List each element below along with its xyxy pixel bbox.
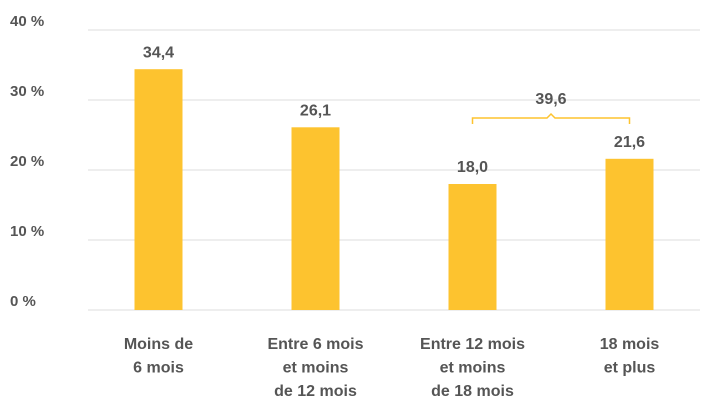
y-tick-label: 10 % — [10, 223, 44, 240]
value-label: 34,4 — [143, 44, 174, 61]
bar — [605, 158, 654, 310]
x-tick-label-line: de 18 mois — [431, 383, 514, 400]
y-tick-label: 40 % — [10, 13, 44, 30]
bracket — [471, 112, 631, 124]
x-tick-label-line: Moins de — [124, 336, 193, 353]
x-tick-label: 18 mois et plus — [600, 336, 660, 377]
x-tick-label-line: et moins — [283, 360, 349, 377]
bar — [134, 69, 183, 310]
x-tick-label-line: 18 mois — [600, 336, 660, 353]
x-tick-label-line: Entre 12 mois — [420, 336, 525, 353]
y-tick-label: 0 % — [10, 293, 36, 310]
y-tick-label: 20 % — [10, 153, 44, 170]
bar — [291, 127, 340, 310]
x-tick-label-line: et plus — [604, 360, 656, 377]
x-tick-label-line: 6 mois — [133, 360, 184, 377]
x-tick-label: Entre 6 mois et moins de 12 mois — [267, 336, 363, 400]
x-tick-label-line: de 12 mois — [274, 383, 357, 400]
x-tick-label-line: et moins — [440, 360, 506, 377]
x-tick-label: Moins de 6 mois — [124, 336, 193, 377]
value-label: 26,1 — [300, 103, 331, 120]
bracket-label: 39,6 — [535, 91, 566, 108]
bar — [448, 184, 497, 310]
y-tick-label: 30 % — [10, 83, 44, 100]
x-tick-label-line: Entre 6 mois — [267, 336, 363, 353]
value-label: 18,0 — [457, 159, 488, 176]
x-tick-label: Entre 12 mois et moins de 18 mois — [420, 336, 525, 400]
value-label: 21,6 — [614, 134, 645, 151]
